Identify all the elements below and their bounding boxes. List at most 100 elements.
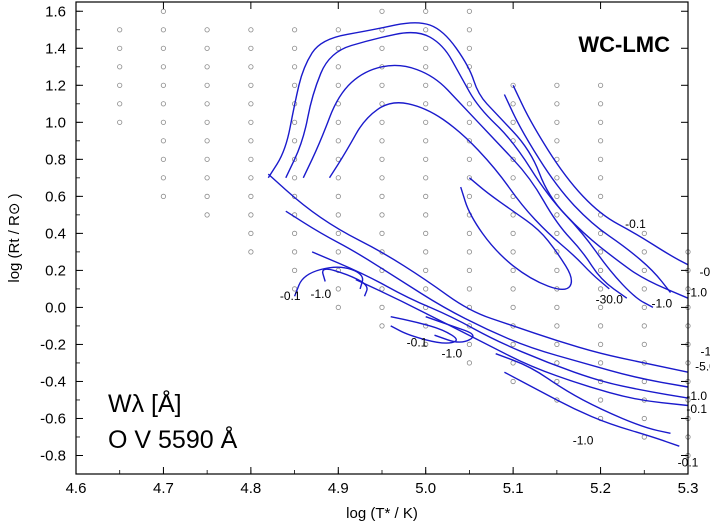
grid-point [423, 27, 429, 33]
grid-point [423, 193, 429, 199]
grid-point [641, 267, 647, 273]
grid-point [291, 249, 298, 255]
grid-point [291, 230, 298, 236]
grid-point [160, 8, 166, 14]
grid-point [117, 64, 123, 70]
grid-point [379, 175, 385, 181]
grid-point [160, 64, 166, 70]
grid-point [423, 212, 429, 218]
grid-point [466, 45, 472, 51]
grid-point [597, 230, 604, 236]
grid-point [379, 304, 385, 310]
grid-point [117, 45, 123, 51]
grid-point [510, 267, 516, 273]
grid-point [510, 341, 516, 347]
y-tick-label: 1.2 [45, 77, 66, 94]
contour-line-14 [355, 278, 689, 407]
grid-point [423, 64, 429, 70]
grid-point [160, 156, 166, 162]
grid-point [117, 82, 123, 88]
grid-point [423, 119, 429, 125]
contour-label: -0.1 [686, 402, 707, 416]
grid-point [335, 64, 341, 70]
grid-point [554, 267, 560, 273]
grid-point [204, 156, 210, 162]
grid-point [641, 286, 647, 292]
grid-point [466, 82, 472, 88]
contour-label: -1.0 [686, 285, 707, 299]
grid-point [423, 138, 429, 144]
grid-point [510, 304, 516, 310]
grid-point [423, 8, 429, 14]
grid-point [160, 45, 166, 51]
grid-point [335, 45, 341, 51]
grid-point [117, 119, 123, 125]
grid-point [597, 304, 604, 310]
grid-point [641, 323, 647, 329]
grid-point [597, 138, 604, 144]
grid-point [510, 378, 516, 385]
grid-point [423, 267, 429, 273]
grid-point [554, 378, 560, 385]
y-tick-label: 0.4 [45, 225, 66, 242]
contour-line-8 [460, 177, 573, 291]
grid-point [641, 415, 647, 422]
y-tick-label: 1.0 [45, 114, 66, 131]
x-tick-label: 4.9 [328, 480, 349, 497]
grid-point [597, 193, 604, 199]
grid-point [554, 323, 560, 329]
y-tick-label: -0.4 [40, 373, 66, 390]
x-tick-label: 4.7 [153, 480, 174, 497]
grid-point [510, 249, 516, 255]
grid-point [641, 341, 647, 347]
grid-point [423, 341, 429, 347]
grid-point [291, 119, 298, 125]
grid-point [335, 286, 341, 292]
grid-point [554, 230, 560, 236]
contour-label: -1.0 [310, 287, 331, 301]
grid-point [510, 175, 516, 181]
grid-point [510, 82, 516, 88]
contour-label: -0.1 [407, 335, 428, 349]
grid-point [291, 82, 298, 88]
grid-point [554, 341, 560, 347]
contour-line-5 [285, 31, 654, 309]
contour-label: -1.0 [686, 389, 707, 403]
grid-point [554, 82, 560, 88]
x-axis-ticks: 4.6 4.7 4.8 4.9 5.0 5.1 5.2 5.3 [66, 2, 698, 497]
grid-point [466, 175, 472, 181]
grid-point [423, 82, 429, 88]
grid-point [248, 27, 254, 33]
grid-point [554, 101, 560, 107]
grid-point [379, 45, 385, 51]
y-tick-label: 1.4 [45, 40, 66, 57]
contour-line-16 [504, 371, 680, 447]
contour-line-15 [495, 353, 671, 434]
grid-point [291, 45, 298, 51]
grid-point [248, 138, 254, 144]
grid-point [335, 138, 341, 144]
contour-line-9 [512, 84, 689, 266]
grid-point [379, 82, 385, 88]
grid-point [597, 360, 604, 366]
grid-point [335, 249, 341, 255]
grid-point [554, 138, 560, 144]
y-tick-label: -0.2 [40, 336, 66, 353]
grid-point [597, 119, 604, 125]
grid-point [160, 82, 166, 88]
grid-point [554, 119, 560, 125]
grid-point [466, 8, 472, 14]
grid-point [204, 119, 210, 125]
model-grid-points [117, 8, 691, 459]
grid-point [554, 360, 560, 366]
grid-point [423, 156, 429, 162]
grid-point [423, 101, 429, 107]
y-tick-label: 0.8 [45, 151, 66, 168]
grid-point [423, 45, 429, 51]
grid-point [423, 175, 429, 181]
contour-line-0 [293, 266, 364, 297]
contour-label: -1.0 [573, 433, 594, 447]
grid-point [466, 119, 472, 125]
grid-point [248, 82, 254, 88]
grid-point [423, 249, 429, 255]
